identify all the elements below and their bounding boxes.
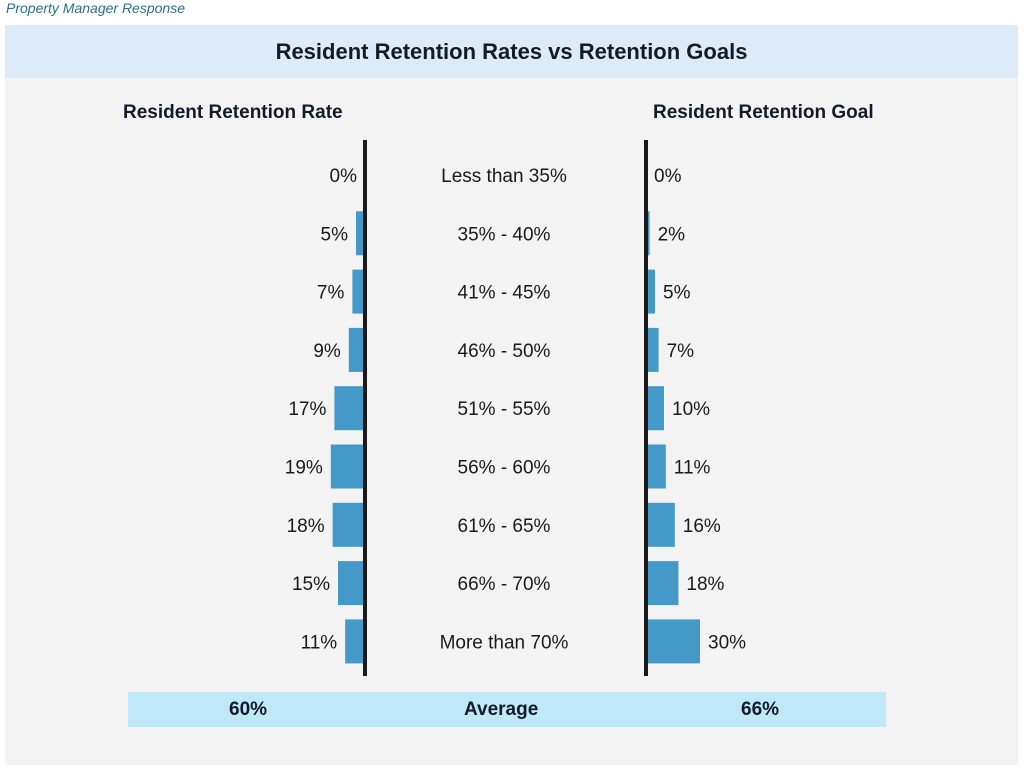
category-label: 51% - 55% bbox=[458, 399, 551, 420]
average-label: Average bbox=[464, 699, 539, 720]
rate-value-label: 9% bbox=[313, 341, 341, 362]
rate-value-label: 0% bbox=[330, 166, 358, 187]
goal-bar bbox=[646, 502, 675, 547]
average-rate-value: 60% bbox=[229, 699, 268, 720]
average-row bbox=[128, 692, 886, 727]
goal-value-label: 5% bbox=[663, 283, 691, 304]
rate-bar bbox=[356, 211, 365, 256]
rate-bar bbox=[332, 502, 365, 547]
rate-bar bbox=[338, 561, 365, 606]
goal-bar bbox=[646, 561, 679, 606]
average-goal-value: 66% bbox=[741, 699, 780, 720]
goal-value-label: 16% bbox=[683, 516, 721, 537]
goal-bar bbox=[646, 619, 700, 664]
goal-value-label: 11% bbox=[674, 458, 711, 479]
goal-column-header: Resident Retention Goal bbox=[653, 102, 874, 123]
chart-panel bbox=[5, 25, 1018, 765]
category-label: 56% - 60% bbox=[458, 458, 551, 479]
category-label: More than 70% bbox=[440, 632, 569, 653]
category-label: 46% - 50% bbox=[458, 341, 551, 362]
rate-column-header: Resident Retention Rate bbox=[123, 102, 343, 123]
goal-value-label: 2% bbox=[658, 224, 686, 245]
rate-value-label: 19% bbox=[285, 458, 323, 479]
rate-value-label: 11% bbox=[301, 632, 338, 653]
goal-value-label: 7% bbox=[667, 341, 695, 362]
goal-value-label: 18% bbox=[686, 574, 724, 595]
rate-bar bbox=[330, 444, 365, 489]
rate-value-label: 18% bbox=[287, 516, 325, 537]
rate-value-label: 7% bbox=[317, 283, 345, 304]
rate-value-label: 15% bbox=[292, 574, 330, 595]
rate-value-label: 5% bbox=[321, 224, 349, 245]
rate-bar bbox=[345, 619, 365, 664]
chart-subtitle: Property Manager Response bbox=[6, 0, 185, 16]
rate-bar bbox=[352, 269, 365, 314]
goal-bar bbox=[646, 269, 655, 314]
category-label: Less than 35% bbox=[441, 166, 567, 187]
goal-value-label: 30% bbox=[708, 632, 746, 653]
rate-bar bbox=[334, 386, 365, 431]
category-label: 61% - 65% bbox=[458, 516, 551, 537]
rate-value-label: 17% bbox=[288, 399, 326, 420]
goal-bar bbox=[646, 327, 659, 372]
chart-title: Resident Retention Rates vs Retention Go… bbox=[5, 25, 1018, 78]
rate-bar bbox=[348, 327, 365, 372]
goal-value-label: 0% bbox=[654, 166, 682, 187]
category-label: 35% - 40% bbox=[458, 224, 551, 245]
goal-value-label: 10% bbox=[672, 399, 710, 420]
category-label: 41% - 45% bbox=[458, 283, 551, 304]
goal-bar bbox=[646, 386, 664, 431]
goal-bar bbox=[646, 444, 666, 489]
category-label: 66% - 70% bbox=[458, 574, 551, 595]
